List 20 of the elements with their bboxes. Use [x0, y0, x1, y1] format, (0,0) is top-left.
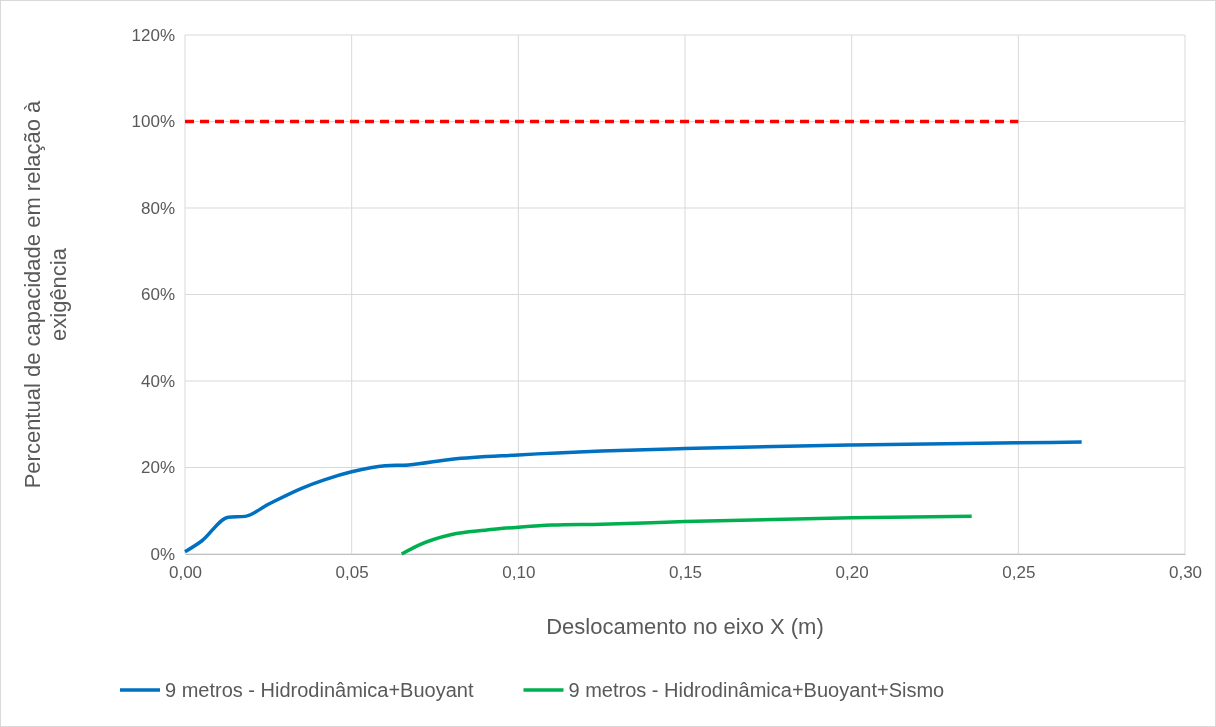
x-tick-label: 0,25	[1002, 563, 1036, 583]
y-axis-title: Percentual de capacidade em relação à exigência	[20, 99, 71, 489]
x-axis-title: Deslocamento no eixo X (m)	[546, 614, 824, 639]
legend-label: 9 metros - Hidrodinâmica+Buoyant	[165, 679, 474, 701]
y-tick-label: 0%	[150, 544, 175, 564]
line-series	[183, 440, 1084, 554]
y-tick-label: 60%	[140, 285, 175, 305]
x-tick-label: 0,30	[1168, 563, 1203, 583]
y-tick-label: 20%	[140, 458, 175, 478]
y-tick-label: 120%	[131, 25, 175, 45]
x-tick-label: 0,05	[335, 563, 369, 583]
legend-label: 9 metros - Hidrodinâmica+Buoyant+Sismo	[568, 679, 945, 701]
y-tick-label: 100%	[131, 112, 175, 132]
x-tick-label: 0,20	[835, 563, 869, 583]
y-tick-label: 80%	[140, 198, 175, 218]
x-tick-label: 0,15	[668, 563, 703, 583]
x-tick-label: 0,10	[502, 563, 536, 583]
x-tick-label: 0,00	[168, 563, 203, 583]
line-series	[399, 514, 974, 556]
y-tick-label: 40%	[140, 371, 175, 391]
